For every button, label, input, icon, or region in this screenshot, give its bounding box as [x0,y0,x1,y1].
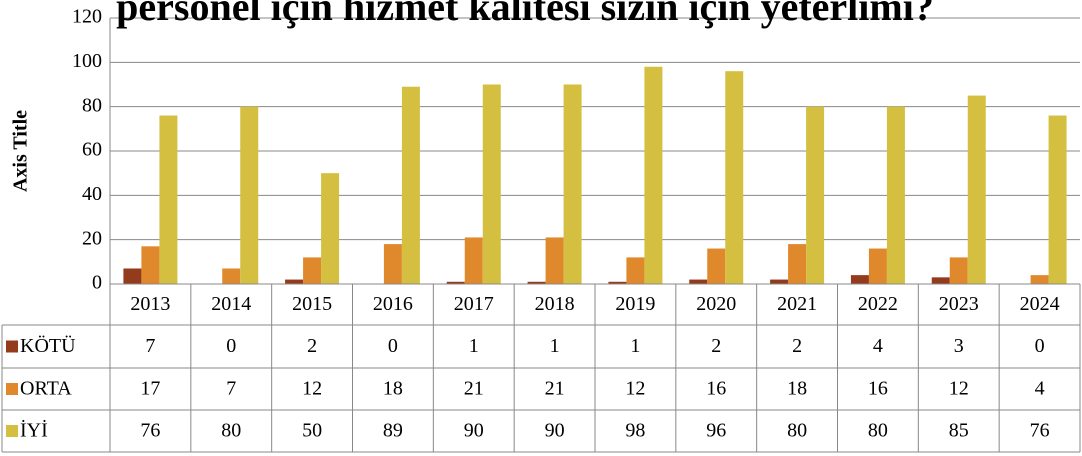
bar [285,279,304,284]
table-value: 80 [221,420,241,442]
x-tick-label: 2016 [373,293,413,315]
table-value: 7 [145,335,155,357]
table-value: 18 [787,378,807,400]
table-value: 50 [302,420,322,442]
table-value: 96 [706,420,726,442]
table-value: 21 [545,378,565,400]
table-value: 1 [469,335,479,357]
table-value: 4 [1035,378,1045,400]
table-value: 16 [706,378,726,400]
bar [141,246,160,284]
table-value: 3 [954,335,964,357]
bar [303,257,322,284]
table-value: 80 [868,420,888,442]
x-tick-label: 2021 [777,293,817,315]
bar [1048,115,1067,285]
table-value: 7 [226,378,236,400]
table-value: 80 [787,420,807,442]
y-tick-label: 120 [72,6,102,28]
x-tick-label: 2017 [454,293,494,315]
table-value: 90 [464,420,484,442]
bar [401,86,420,284]
table-value: 0 [226,335,236,357]
table-value: 18 [383,378,403,400]
table-value: 21 [464,378,484,400]
bar [563,84,582,284]
y-tick-label: 100 [72,50,102,72]
bar [240,106,259,285]
bar [644,66,663,285]
table-value: 12 [949,378,969,400]
bar [931,277,950,284]
bar [725,71,744,284]
bar [159,115,178,285]
bar [626,257,645,284]
x-tick-label: 2023 [939,293,979,315]
bar [383,244,402,284]
table-value: 1 [550,335,560,357]
legend-label: ORTA [20,378,72,400]
bar [446,281,465,284]
bar [886,106,905,285]
bar [527,281,546,284]
bar [321,173,340,284]
y-tick-label: 0 [92,272,102,294]
table-value: 0 [388,335,398,357]
legend-label: KÖTÜ [20,334,76,357]
table-value: 1 [630,335,640,357]
y-tick-label: 60 [82,139,102,161]
table-value: 17 [140,378,160,400]
table-value: 89 [383,420,403,442]
bar [770,279,789,284]
bar [1030,275,1049,284]
legend-swatch [6,425,18,437]
table-value: 4 [873,335,883,357]
bar [707,248,726,284]
table-value: 12 [302,378,322,400]
bar [850,275,869,284]
bar [608,281,627,284]
table-value: 0 [1035,335,1045,357]
x-tick-label: 2019 [615,293,655,315]
x-tick-label: 2015 [292,293,332,315]
bar [482,84,501,284]
table-value: 12 [625,378,645,400]
y-tick-label: 80 [82,94,102,116]
table-value: 2 [711,335,721,357]
y-axis-title: Axis Title [10,110,32,192]
bar [967,95,986,284]
x-tick-label: 2013 [130,293,170,315]
bar [123,268,142,284]
table-value: 90 [545,420,565,442]
x-tick-label: 2024 [1020,293,1060,315]
x-tick-label: 2022 [858,293,898,315]
bar [788,244,807,284]
y-tick-label: 40 [82,183,102,205]
table-value: 85 [949,420,969,442]
table-value: 16 [868,378,888,400]
table-value: 76 [1030,420,1050,442]
table-value: 2 [792,335,802,357]
bar [545,237,564,284]
table-value: 98 [625,420,645,442]
chart-title: personel için hizmet kalitesi sizin için… [116,0,934,29]
bar [464,237,483,284]
bar [949,257,968,284]
bar [868,248,887,284]
legend-swatch [6,383,18,395]
bar [222,268,241,284]
x-tick-label: 2018 [535,293,575,315]
table-value: 76 [140,420,160,442]
x-tick-label: 2020 [696,293,736,315]
bar [689,279,708,284]
legend-label: İYİ [20,419,48,442]
legend-swatch [6,340,18,353]
bar [806,106,825,285]
table-value: 2 [307,335,317,357]
y-tick-label: 20 [82,227,102,249]
x-tick-label: 2014 [211,293,251,315]
